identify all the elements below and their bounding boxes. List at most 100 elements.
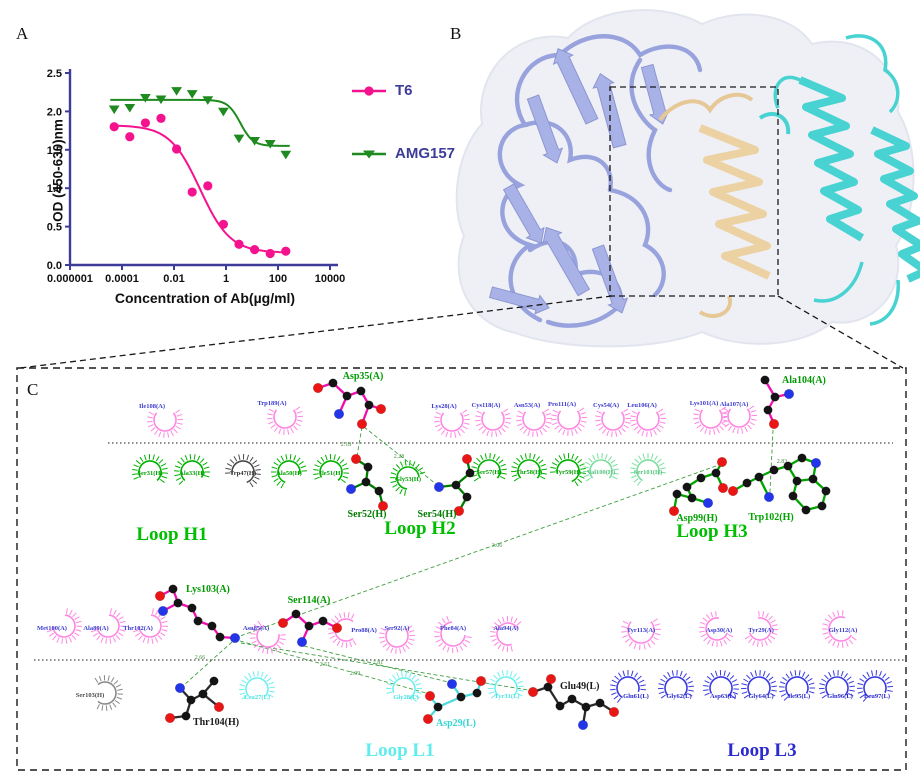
contact-spoke xyxy=(634,458,640,464)
contact-spoke xyxy=(115,635,121,640)
carbon-atom xyxy=(364,400,374,410)
contact-spoke xyxy=(516,457,521,463)
contact-spoke xyxy=(615,431,618,437)
residue-arc-label: Ser31(H) xyxy=(137,470,162,477)
contact-spoke xyxy=(392,467,398,472)
contact-spoke xyxy=(254,476,260,480)
contact-spoke xyxy=(162,467,168,470)
contact-spoke xyxy=(610,684,616,687)
x-tick-label: 0.000001 xyxy=(47,273,93,285)
contact-spoke xyxy=(762,670,766,677)
contact-spoke xyxy=(654,633,661,636)
residue-arc-label: Lys101(A) xyxy=(690,400,719,407)
contact-spoke xyxy=(329,635,336,639)
residue-contact-arc xyxy=(627,621,655,644)
contact-spoke xyxy=(730,694,736,699)
contact-spoke xyxy=(504,412,511,416)
contact-spoke xyxy=(476,457,481,463)
contact-spoke xyxy=(541,472,547,475)
contact-spoke xyxy=(251,628,257,632)
legend-item-t6: T6 xyxy=(352,82,413,99)
contact-spoke xyxy=(866,671,870,678)
contact-spoke xyxy=(456,646,459,653)
residue-arc-label: Gln96(L) xyxy=(827,693,853,700)
residue-contact-arc xyxy=(664,676,688,696)
contact-spoke xyxy=(660,421,666,424)
contact-spoke xyxy=(239,692,246,696)
carbon-atom xyxy=(696,473,706,483)
contact-spoke xyxy=(473,477,479,482)
contact-spoke xyxy=(611,679,617,683)
nitrogen-atom xyxy=(345,483,357,495)
nitrogen-atom xyxy=(174,682,186,694)
contact-spoke xyxy=(112,702,117,708)
contact-spoke xyxy=(671,670,674,676)
contact-spoke xyxy=(819,691,826,695)
data-point-t6 xyxy=(281,246,291,256)
contact-spoke xyxy=(100,637,104,643)
contact-spoke xyxy=(75,620,82,624)
residue-contact-arc xyxy=(863,676,887,698)
contact-spoke xyxy=(193,454,196,460)
contact-spoke xyxy=(771,685,777,688)
contact-spoke xyxy=(579,423,585,428)
contact-spoke xyxy=(75,629,82,632)
contact-spoke xyxy=(133,476,139,480)
contact-spoke xyxy=(498,429,502,436)
contact-spoke xyxy=(147,638,149,644)
contact-spoke xyxy=(339,459,345,464)
contact-spoke xyxy=(142,637,146,643)
contact-spoke xyxy=(278,641,285,645)
contact-spoke xyxy=(175,477,182,481)
residue-contact-arc xyxy=(481,411,505,431)
contact-spoke xyxy=(295,422,301,427)
contact-spoke xyxy=(260,671,264,678)
oxygen-atom xyxy=(461,453,473,465)
contact-spoke xyxy=(133,464,139,468)
residue-label: Glu49(L) xyxy=(560,681,599,692)
contact-spoke xyxy=(650,453,654,460)
contact-spoke xyxy=(622,620,629,625)
contact-spoke xyxy=(789,671,793,677)
contact-spoke xyxy=(798,670,801,676)
carbon-atom xyxy=(783,461,793,471)
contact-spoke xyxy=(588,457,593,463)
contact-spoke xyxy=(280,483,284,489)
contact-spoke xyxy=(699,626,705,629)
contact-spoke xyxy=(768,615,773,621)
cyan-top-strand xyxy=(758,112,791,135)
loop-label: Loop H2 xyxy=(384,518,455,539)
antibody-ribbon-loop xyxy=(629,57,673,193)
contact-spoke xyxy=(296,410,303,414)
contact-spoke xyxy=(154,429,159,435)
antibody-ribbon-loop xyxy=(497,52,563,323)
contact-spoke xyxy=(785,673,790,679)
contact-spoke xyxy=(488,683,494,686)
contact-spoke xyxy=(90,629,97,633)
residue-contact-arc xyxy=(256,624,280,648)
residue-contact-arc xyxy=(748,617,772,641)
contact-spoke xyxy=(704,428,708,435)
contact-spoke xyxy=(832,670,835,676)
contact-spoke xyxy=(610,459,616,464)
contact-spoke xyxy=(513,477,519,482)
contact-spoke xyxy=(656,427,661,433)
contact-spoke xyxy=(238,454,241,460)
contact-spoke xyxy=(580,467,586,470)
contact-spoke xyxy=(241,695,247,700)
loop-label: Loop H3 xyxy=(676,521,747,542)
contact-spoke xyxy=(500,476,506,480)
contact-spoke xyxy=(409,460,411,466)
contact-spoke xyxy=(46,629,53,633)
contact-spoke xyxy=(631,475,637,479)
amg157-triangle-icon xyxy=(363,150,375,158)
residue-contact-arc xyxy=(138,460,162,482)
data-point-t6 xyxy=(218,219,228,229)
contact-spoke xyxy=(109,608,112,614)
contact-spoke xyxy=(706,676,712,681)
contact-spoke xyxy=(653,636,659,641)
carbon-atom xyxy=(472,688,482,698)
contact-spoke xyxy=(48,632,55,637)
contact-spoke xyxy=(532,453,536,460)
contact-spoke xyxy=(155,456,160,462)
